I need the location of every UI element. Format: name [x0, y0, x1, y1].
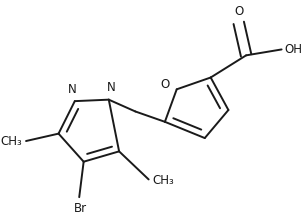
Text: OH: OH: [285, 43, 302, 56]
Text: CH₃: CH₃: [1, 134, 22, 148]
Text: Br: Br: [74, 202, 87, 215]
Text: N: N: [107, 81, 116, 94]
Text: O: O: [160, 78, 169, 91]
Text: O: O: [234, 6, 243, 18]
Text: CH₃: CH₃: [152, 174, 174, 187]
Text: N: N: [67, 83, 76, 96]
